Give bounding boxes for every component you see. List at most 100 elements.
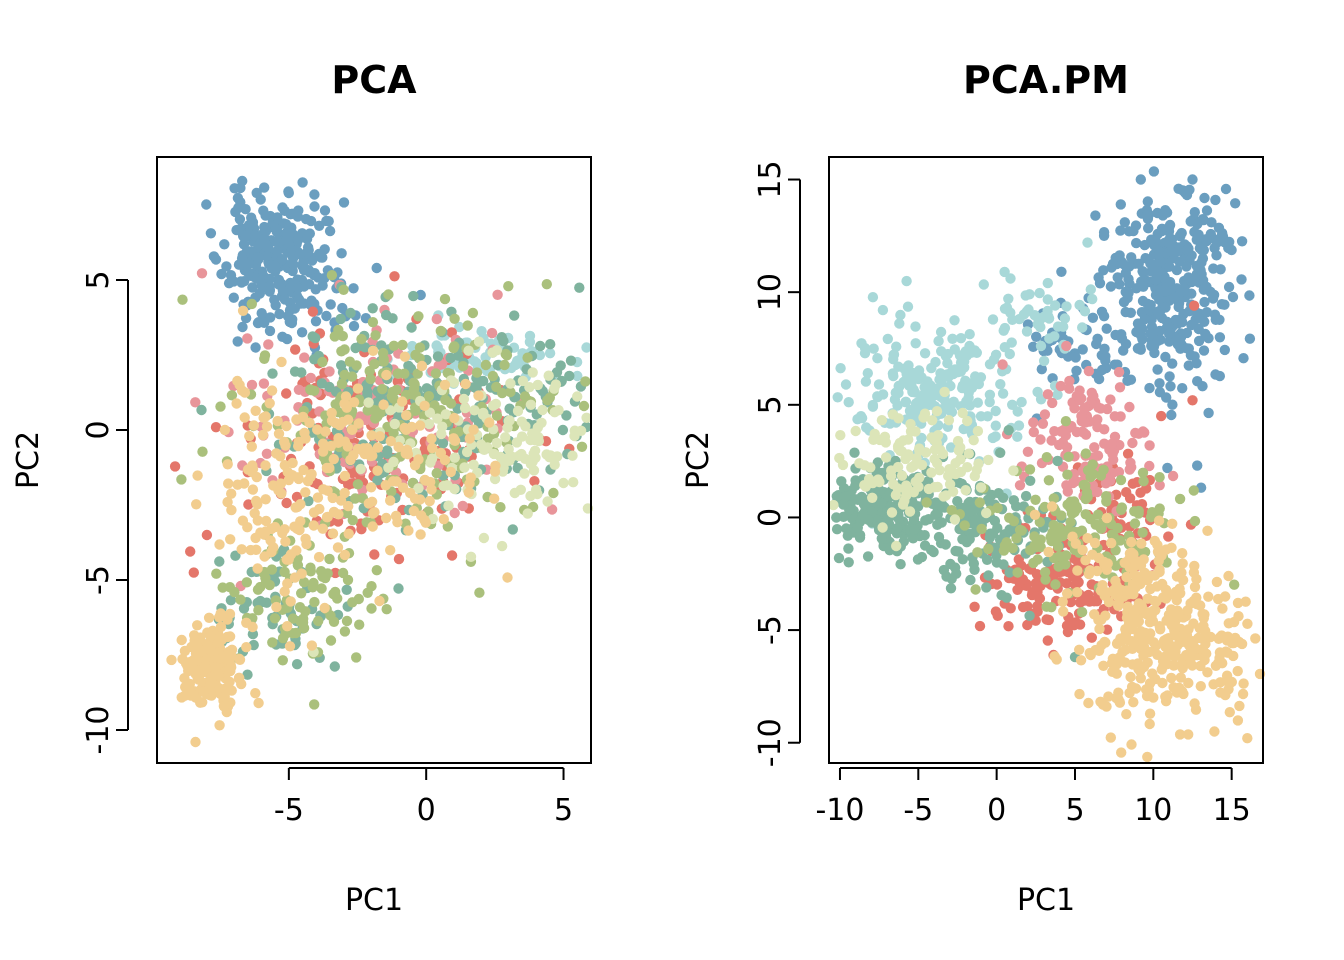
data-point [370,330,381,341]
data-point [503,281,514,292]
data-point [893,413,904,424]
data-point [471,367,483,378]
data-point [185,546,196,557]
data-point [346,424,358,435]
data-point [1020,490,1032,502]
data-point [214,720,225,731]
data-point [1105,281,1117,292]
data-point [1112,272,1123,283]
x-tick-label: 15 [1213,793,1251,828]
data-point [241,617,252,628]
data-point [942,358,953,369]
data-point [1003,425,1014,436]
data-point [210,254,222,265]
data-point [294,524,305,536]
data-point [1178,688,1189,700]
data-point [326,270,338,281]
data-point [329,661,340,672]
data-point [1230,198,1241,209]
data-point [1145,299,1156,311]
data-point [1210,660,1222,671]
data-point [1008,495,1019,506]
data-point [1152,364,1163,375]
data-point [957,554,968,565]
data-point [329,331,340,342]
data-point [1210,194,1221,206]
data-point [1171,571,1183,582]
data-point [413,454,424,465]
data-point [310,284,321,295]
data-point [1177,558,1188,569]
data-point [1193,335,1205,347]
data-point [388,340,400,351]
data-point [251,187,262,199]
data-point [1113,693,1124,705]
data-point [328,453,339,465]
data-point [260,494,271,505]
data-point [1062,351,1074,362]
data-point [355,463,366,475]
data-point [1215,264,1226,275]
data-point [381,512,392,524]
data-point [468,424,479,435]
data-point [1161,236,1172,248]
data-point [1215,677,1226,688]
data-point [1020,290,1031,301]
data-point [842,530,853,541]
data-point [264,284,276,296]
data-point [366,496,378,507]
data-point [1126,623,1138,635]
data-point [253,605,264,616]
data-point [1088,390,1099,402]
data-point [367,303,378,314]
data-point [222,459,233,470]
data-point [339,626,351,637]
data-point [1065,516,1076,528]
data-point [307,306,319,317]
data-point [1133,505,1144,517]
data-point [367,521,378,532]
data-point [478,407,489,419]
data-point [1166,409,1177,421]
data-point [949,514,961,525]
data-point [1139,314,1150,325]
data-point [1076,411,1087,422]
data-point [1106,537,1117,549]
data-point [1161,658,1173,670]
data-point [1195,681,1207,692]
data-point [1090,210,1101,221]
scatter-points [166,175,594,748]
data-point [932,481,943,493]
data-point [890,489,902,501]
data-point [1224,707,1236,718]
data-point [835,363,846,374]
data-point [955,357,967,368]
data-point [1153,515,1165,526]
data-point [1068,620,1080,631]
data-point [1135,322,1146,333]
data-point [960,485,971,496]
data-point [880,437,891,448]
data-point [448,377,460,388]
data-point [1055,380,1067,392]
data-point [292,501,303,513]
data-point [266,385,278,396]
data-point [399,422,410,434]
data-point [336,346,347,357]
data-point [949,315,960,326]
data-point [308,520,319,531]
data-point [241,642,252,653]
data-point [408,383,420,394]
data-point [374,431,385,442]
data-point [512,355,523,366]
data-point [298,577,310,588]
data-point [465,472,476,483]
data-point [437,438,449,449]
data-point [1116,502,1128,513]
data-point [970,375,981,386]
data-point [282,621,293,632]
data-point [1016,396,1027,408]
data-point [1105,732,1117,743]
x-tick-label: 10 [1134,793,1172,828]
data-point [1085,649,1096,661]
